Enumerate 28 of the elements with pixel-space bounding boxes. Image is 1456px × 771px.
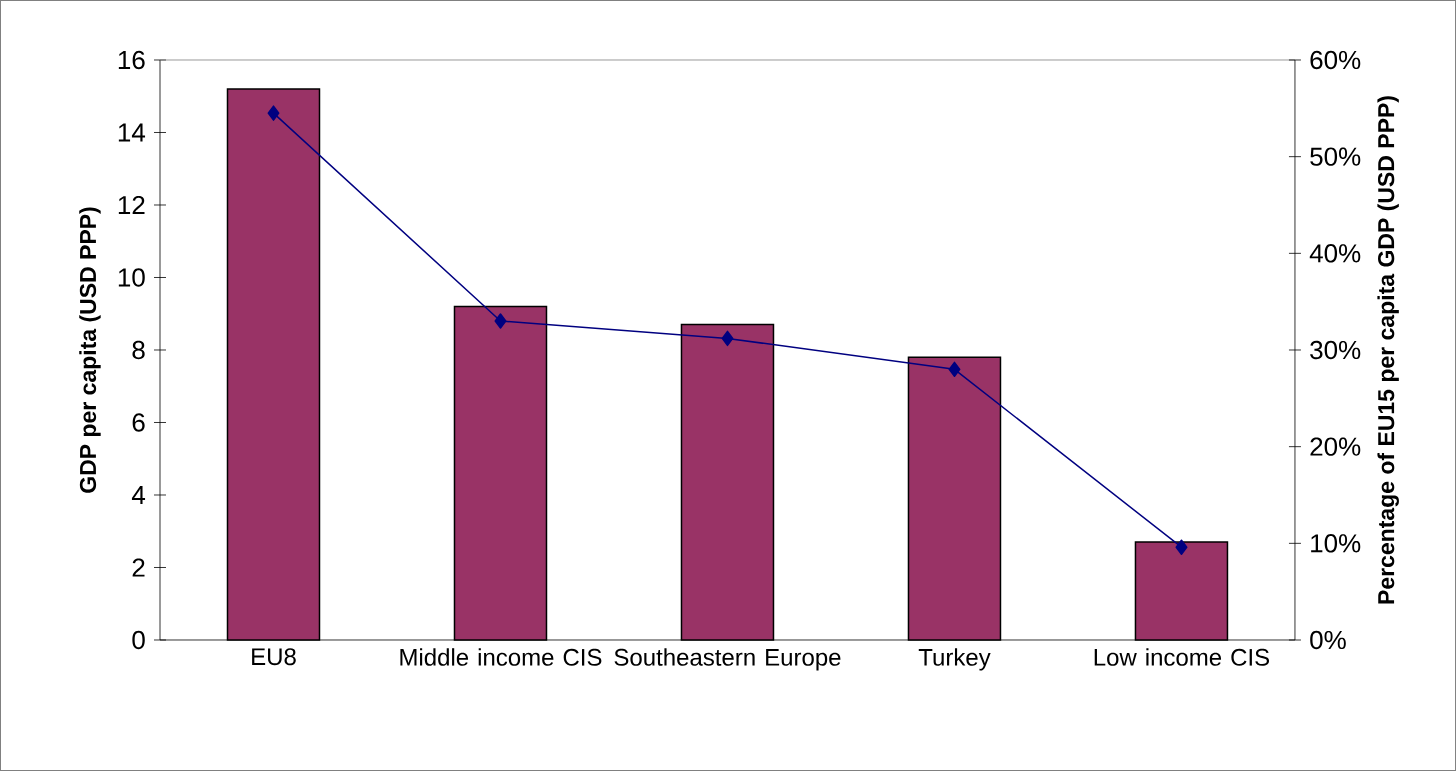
y-tick-label: 8 bbox=[132, 340, 145, 360]
y-tick-label: 12 bbox=[118, 195, 145, 215]
y-axis-title: GDP per capita (USD PPP) bbox=[79, 207, 101, 493]
y-tick-label: 2 bbox=[132, 558, 145, 577]
y2-tick-label: 30% bbox=[1310, 340, 1361, 360]
y-tick-label: 0 bbox=[132, 630, 145, 650]
y2-tick-label: 40% bbox=[1309, 244, 1361, 263]
point bbox=[1175, 539, 1188, 555]
point bbox=[721, 330, 734, 347]
x-tick-label: Middle income CIS bbox=[400, 648, 602, 666]
y-tick-label: 4 bbox=[131, 486, 146, 504]
point bbox=[494, 313, 507, 329]
x-tick-label: Turkey bbox=[918, 648, 991, 671]
y-tick-label: 10 bbox=[118, 268, 145, 287]
x-tick-label: Low income CIS bbox=[1094, 648, 1270, 666]
y2-axis-title: Percentage of EU15 per capita GDP (USD PPP) bbox=[1377, 96, 1399, 604]
y2-tick-label: 50% bbox=[1310, 147, 1361, 166]
y-tick-label: 14 bbox=[118, 123, 146, 142]
x-tick-label: Southeastern Europe bbox=[614, 648, 841, 671]
point bbox=[267, 105, 280, 121]
y2-tick-label: 0% bbox=[1310, 630, 1346, 650]
y2-tick-label: 10% bbox=[1311, 534, 1361, 553]
point bbox=[948, 361, 961, 378]
y-tick-label: 6 bbox=[132, 413, 145, 432]
y2-tick-label: 60% bbox=[1310, 50, 1361, 70]
y-tick-label: 16 bbox=[118, 50, 145, 70]
x-tick-label: EU8 bbox=[252, 648, 296, 666]
y2-tick-label: 20% bbox=[1310, 437, 1361, 456]
